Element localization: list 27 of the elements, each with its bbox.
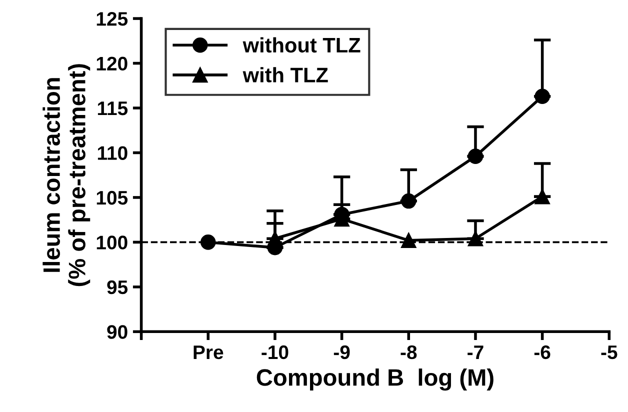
y-tick-label: 95 xyxy=(107,280,128,294)
y-tick-label: 110 xyxy=(98,146,128,160)
x-tick-label: -5 xyxy=(601,346,618,360)
x-tick-label: -10 xyxy=(262,345,288,360)
x-tick-label: -6 xyxy=(534,345,550,360)
x-tick-label: -8 xyxy=(400,345,417,360)
point xyxy=(401,193,416,209)
y-tick-label: 125 xyxy=(96,12,128,26)
point xyxy=(267,230,283,246)
x-tick-label: -9 xyxy=(334,345,350,360)
y-tick-label: 90 xyxy=(107,325,128,339)
x-tick-label: -7 xyxy=(468,346,484,359)
legend-label: with TLZ xyxy=(242,67,328,82)
y-tick-label: 100 xyxy=(96,236,128,250)
y-tick-label: 115 xyxy=(98,102,128,116)
point xyxy=(200,234,216,250)
x-tick-label: Pre xyxy=(194,346,224,360)
y-axis-title: Ileum contraction (% of pre-treatment) xyxy=(42,64,90,286)
point xyxy=(468,148,484,164)
point xyxy=(534,88,550,104)
point xyxy=(534,188,550,204)
y-tick-label: 105 xyxy=(96,190,128,205)
legend-label: without TLZ xyxy=(242,37,360,53)
x-axis-title: Compound B log (M) xyxy=(256,368,494,391)
point xyxy=(401,232,416,248)
y-tick-label: 120 xyxy=(96,56,128,71)
point xyxy=(468,230,484,246)
